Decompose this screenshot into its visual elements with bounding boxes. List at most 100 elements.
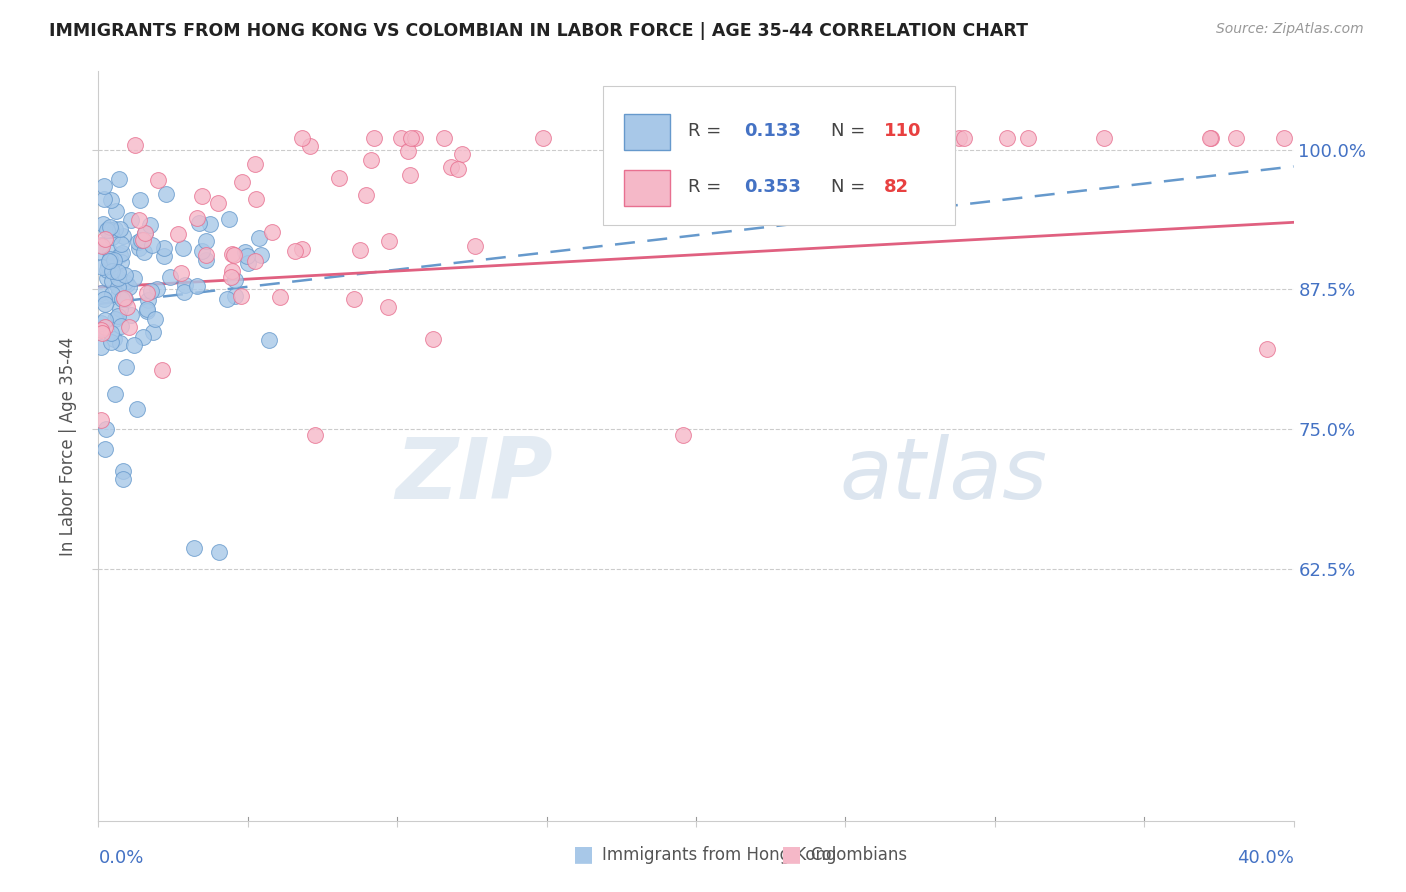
Point: [136, 301, 159, 316]
Point: [399, 131, 422, 145]
Point: [98, 252, 121, 266]
Point: [343, 292, 366, 306]
FancyBboxPatch shape: [624, 170, 669, 206]
Point: [115, 360, 138, 375]
Point: [108, 171, 131, 186]
Point: [90, 320, 112, 334]
Point: [93, 192, 115, 206]
Point: [136, 286, 159, 301]
Point: [675, 144, 697, 158]
FancyBboxPatch shape: [624, 114, 669, 150]
Point: [110, 336, 132, 351]
Point: [404, 131, 426, 145]
Point: [141, 238, 163, 252]
Point: [922, 131, 945, 145]
Point: [96, 223, 118, 237]
Point: [616, 131, 638, 145]
Point: [422, 332, 444, 346]
Point: [107, 271, 129, 285]
Point: [269, 290, 291, 304]
Point: [100, 287, 122, 301]
Text: Source: ZipAtlas.com: Source: ZipAtlas.com: [1216, 22, 1364, 37]
Point: [132, 330, 155, 344]
Point: [377, 301, 399, 315]
Point: [142, 325, 165, 339]
Point: [114, 276, 136, 290]
Point: [104, 204, 127, 219]
Point: [233, 244, 256, 259]
Point: [173, 285, 195, 300]
Point: [780, 131, 803, 145]
Point: [107, 280, 129, 294]
Point: [1017, 131, 1039, 145]
Point: [91, 239, 114, 253]
Point: [90, 317, 112, 331]
Point: [1225, 131, 1247, 145]
Text: atlas: atlas: [839, 434, 1047, 517]
Point: [531, 131, 554, 145]
FancyBboxPatch shape: [603, 87, 955, 225]
Point: [440, 161, 463, 175]
Point: [231, 175, 253, 189]
Point: [186, 278, 208, 293]
Point: [389, 131, 412, 145]
Point: [224, 289, 246, 303]
Point: [118, 280, 141, 294]
Point: [108, 248, 131, 262]
Point: [243, 253, 266, 268]
Point: [90, 245, 112, 260]
Point: [186, 211, 208, 225]
Point: [93, 320, 115, 334]
Point: [995, 131, 1018, 145]
Point: [98, 220, 121, 235]
Text: IMMIGRANTS FROM HONG KONG VS COLOMBIAN IN LABOR FORCE | AGE 35-44 CORRELATION CH: IMMIGRANTS FROM HONG KONG VS COLOMBIAN I…: [49, 22, 1028, 40]
Point: [100, 334, 122, 349]
Text: ZIP: ZIP: [395, 434, 553, 517]
Point: [94, 422, 117, 436]
Text: 0.353: 0.353: [744, 178, 800, 196]
Point: [96, 263, 118, 277]
Point: [104, 222, 127, 236]
Text: Immigrants from Hong Kong: Immigrants from Hong Kong: [602, 846, 837, 863]
Text: 0.133: 0.133: [744, 122, 800, 140]
Point: [1198, 131, 1220, 145]
Point: [100, 230, 122, 244]
Point: [115, 300, 138, 314]
Point: [112, 465, 135, 479]
Point: [94, 297, 117, 311]
Point: [139, 218, 162, 232]
Point: [257, 333, 280, 347]
Point: [433, 131, 456, 145]
Point: [107, 265, 129, 279]
Point: [94, 442, 117, 457]
Y-axis label: In Labor Force | Age 35-44: In Labor Force | Age 35-44: [59, 336, 77, 556]
Point: [90, 321, 112, 335]
Point: [135, 304, 157, 318]
Point: [1272, 131, 1295, 145]
Point: [90, 340, 112, 354]
Point: [134, 226, 156, 240]
Point: [170, 266, 193, 280]
Point: [221, 246, 243, 260]
Point: [98, 254, 121, 268]
Point: [134, 226, 156, 240]
Point: [108, 302, 131, 317]
Text: 110: 110: [883, 122, 921, 140]
Point: [172, 241, 194, 255]
Point: [90, 260, 112, 274]
Text: N =: N =: [831, 122, 865, 140]
Point: [107, 309, 129, 323]
Point: [114, 293, 136, 307]
Point: [97, 221, 120, 235]
Point: [773, 131, 796, 145]
Point: [260, 225, 283, 239]
Point: [194, 247, 217, 261]
Point: [124, 270, 146, 285]
Point: [464, 239, 486, 253]
Point: [90, 326, 112, 340]
Point: [797, 131, 820, 145]
Point: [398, 168, 420, 182]
Point: [128, 193, 150, 207]
Point: [132, 245, 155, 260]
Text: ■: ■: [782, 845, 801, 864]
